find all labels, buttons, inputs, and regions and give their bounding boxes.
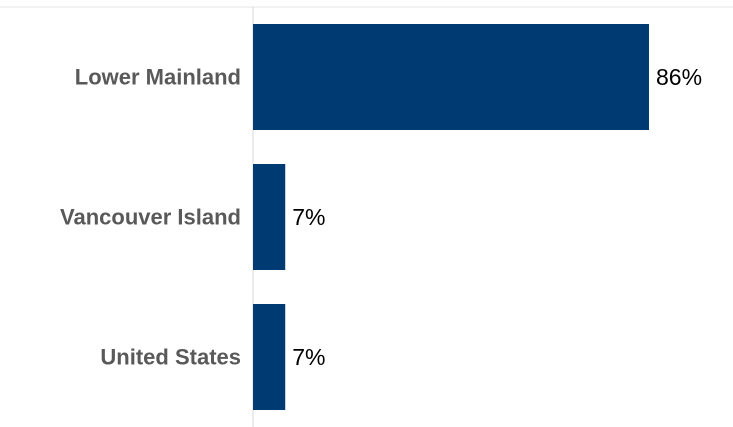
bar-lower-mainland bbox=[253, 24, 649, 130]
data-label-united-states: 7% bbox=[292, 344, 325, 370]
category-label-lower-mainland: Lower Mainland bbox=[75, 65, 241, 90]
data-labels-group: 86% 7% 7% bbox=[292, 64, 702, 370]
category-labels-group: Lower Mainland Vancouver Island United Sta… bbox=[60, 65, 241, 370]
bar-vancouver-island bbox=[253, 164, 286, 270]
bar-united-states bbox=[253, 304, 286, 410]
data-label-vancouver-island: 7% bbox=[292, 204, 325, 230]
data-label-lower-mainland: 86% bbox=[656, 64, 702, 90]
category-label-united-states: United States bbox=[100, 345, 241, 370]
bars-group bbox=[253, 24, 649, 410]
category-label-vancouver-island: Vancouver Island bbox=[60, 205, 241, 230]
